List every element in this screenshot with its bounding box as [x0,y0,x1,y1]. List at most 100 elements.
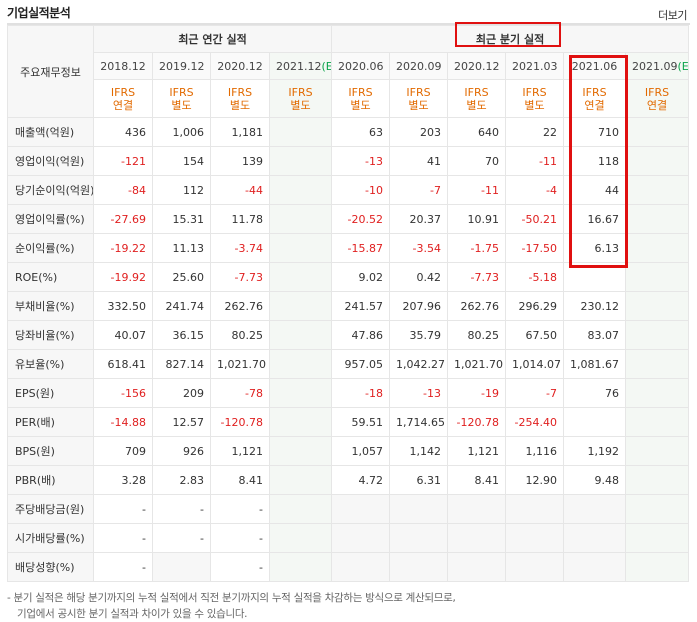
table-cell [625,146,690,176]
table-cell: - [210,523,270,553]
table-cell: -11 [505,146,565,176]
table-cell: -13 [389,378,449,408]
ifrs-standard: IFRS [288,85,313,99]
table-cell [447,523,507,553]
table-cell: 1,057 [331,436,391,466]
table-cell [268,117,333,147]
table-cell: 11.78 [210,204,270,234]
row-label: 영업이익(억원) [7,146,94,176]
table-cell: 112 [152,175,211,205]
table-cell [625,175,690,205]
ifrs-header: IFRS 별도 [505,79,565,118]
ifrs-standard: IFRS [406,85,431,99]
footnote: - 분기 실적은 해당 분기까지의 누적 실적에서 직전 분기까지의 누적 실적… [7,590,456,622]
table-cell [268,262,333,292]
table-cell [563,523,627,553]
table-cell [268,320,333,350]
table-row: PBR(배) 3.28 2.83 8.41 4.72 6.31 8.41 12.90 9.48 [7,465,690,495]
table-cell [268,378,333,408]
table-cell: 1,714.65 [389,407,449,437]
table-cell [268,552,333,582]
table-cell: 230.12 [563,291,627,321]
period-row: 2018.122019.122020.122021.12(E)2020.0620… [8,52,690,80]
table-cell: 827.14 [152,349,211,379]
corner-header: 주요재무정보 [7,25,94,118]
table-cell [447,552,507,582]
table-row: 유보율(%) 618.41 827.14 1,021.70 957.05 1,042.27… [7,349,690,379]
table-cell: -7.73 [447,262,507,292]
table-cell: -3.74 [210,233,270,263]
table-cell: 207.96 [389,291,449,321]
table-cell: -5.18 [505,262,565,292]
table-cell [268,465,333,495]
table-cell: 1,042.27 [389,349,449,379]
table-cell: 118 [563,146,627,176]
table-cell [625,204,690,234]
period-header: 2018.12 [93,52,153,80]
table-cell: -20.52 [331,204,391,234]
table-cell: 9.02 [331,262,391,292]
row-label: 배당성향(%) [7,552,94,582]
table-cell [268,291,333,321]
row-label: 당좌비율(%) [7,320,94,350]
table-cell: 70 [447,146,507,176]
table-cell: -14.88 [93,407,153,437]
table-cell: -17.50 [505,233,565,263]
table-cell [268,233,333,263]
table-cell: 44 [563,175,627,205]
period-label: 2021.09 [632,59,678,73]
table-cell: -19.92 [93,262,153,292]
table-cell [152,552,211,582]
table-cell: -78 [210,378,270,408]
table-cell [505,552,565,582]
table-cell: -13 [331,146,391,176]
table-cell: 2.83 [152,465,211,495]
table-cell: -1.75 [447,233,507,263]
table-cell [268,436,333,466]
table-cell [389,523,449,553]
table-cell: 139 [210,146,270,176]
quarterly-group-header: 최근 분기 실적 [331,25,690,53]
ifrs-basis: 별도 [466,98,487,112]
period-label: 2020.06 [338,59,384,73]
table-cell [563,494,627,524]
ifrs-header: IFRS 연결 [625,79,690,118]
title-divider [7,23,690,25]
table-cell [625,494,690,524]
annual-group-header: 최근 연간 실적 [92,25,333,53]
table-cell: - [93,552,153,582]
table-cell: 41 [389,146,449,176]
table-cell [268,494,333,524]
table-cell: 203 [389,117,449,147]
table-cell [625,291,690,321]
row-label: EPS(원) [7,378,94,408]
table-cell: 1,021.70 [447,349,507,379]
table-cell [268,349,333,379]
quarterly-highlight-box [455,22,561,47]
column-highlight-box [569,55,628,268]
period-label: 2021.12 [276,59,322,73]
table-row: 부채비율(%) 332.50 241.74 262.76 241.57 207.96 262… [7,291,690,321]
ifrs-header: IFRS 별도 [389,79,449,118]
ifrs-standard: IFRS [348,85,373,99]
table-cell: 209 [152,378,211,408]
table-cell: 12.90 [505,465,565,495]
table-cell: 20.37 [389,204,449,234]
table-row: 시가배당률(%) - - - [7,523,690,553]
table-cell: 296.29 [505,291,565,321]
more-link[interactable]: 더보기 [658,9,687,22]
table-cell [625,436,690,466]
table-cell: 36.15 [152,320,211,350]
table-cell [268,204,333,234]
table-cell: -7 [505,378,565,408]
table-cell: 47.86 [331,320,391,350]
table-cell: 8.41 [210,465,270,495]
ifrs-standard: IFRS [464,85,489,99]
table-cell: -11 [447,175,507,205]
table-cell: 1,181 [210,117,270,147]
ifrs-basis: 별도 [350,98,371,112]
table-row: 매출액(억원) 436 1,006 1,181 63 203 640 22 710 [7,117,690,147]
table-cell: -254.40 [505,407,565,437]
table-cell: 1,006 [152,117,211,147]
ifrs-header: IFRS 별도 [268,79,333,118]
